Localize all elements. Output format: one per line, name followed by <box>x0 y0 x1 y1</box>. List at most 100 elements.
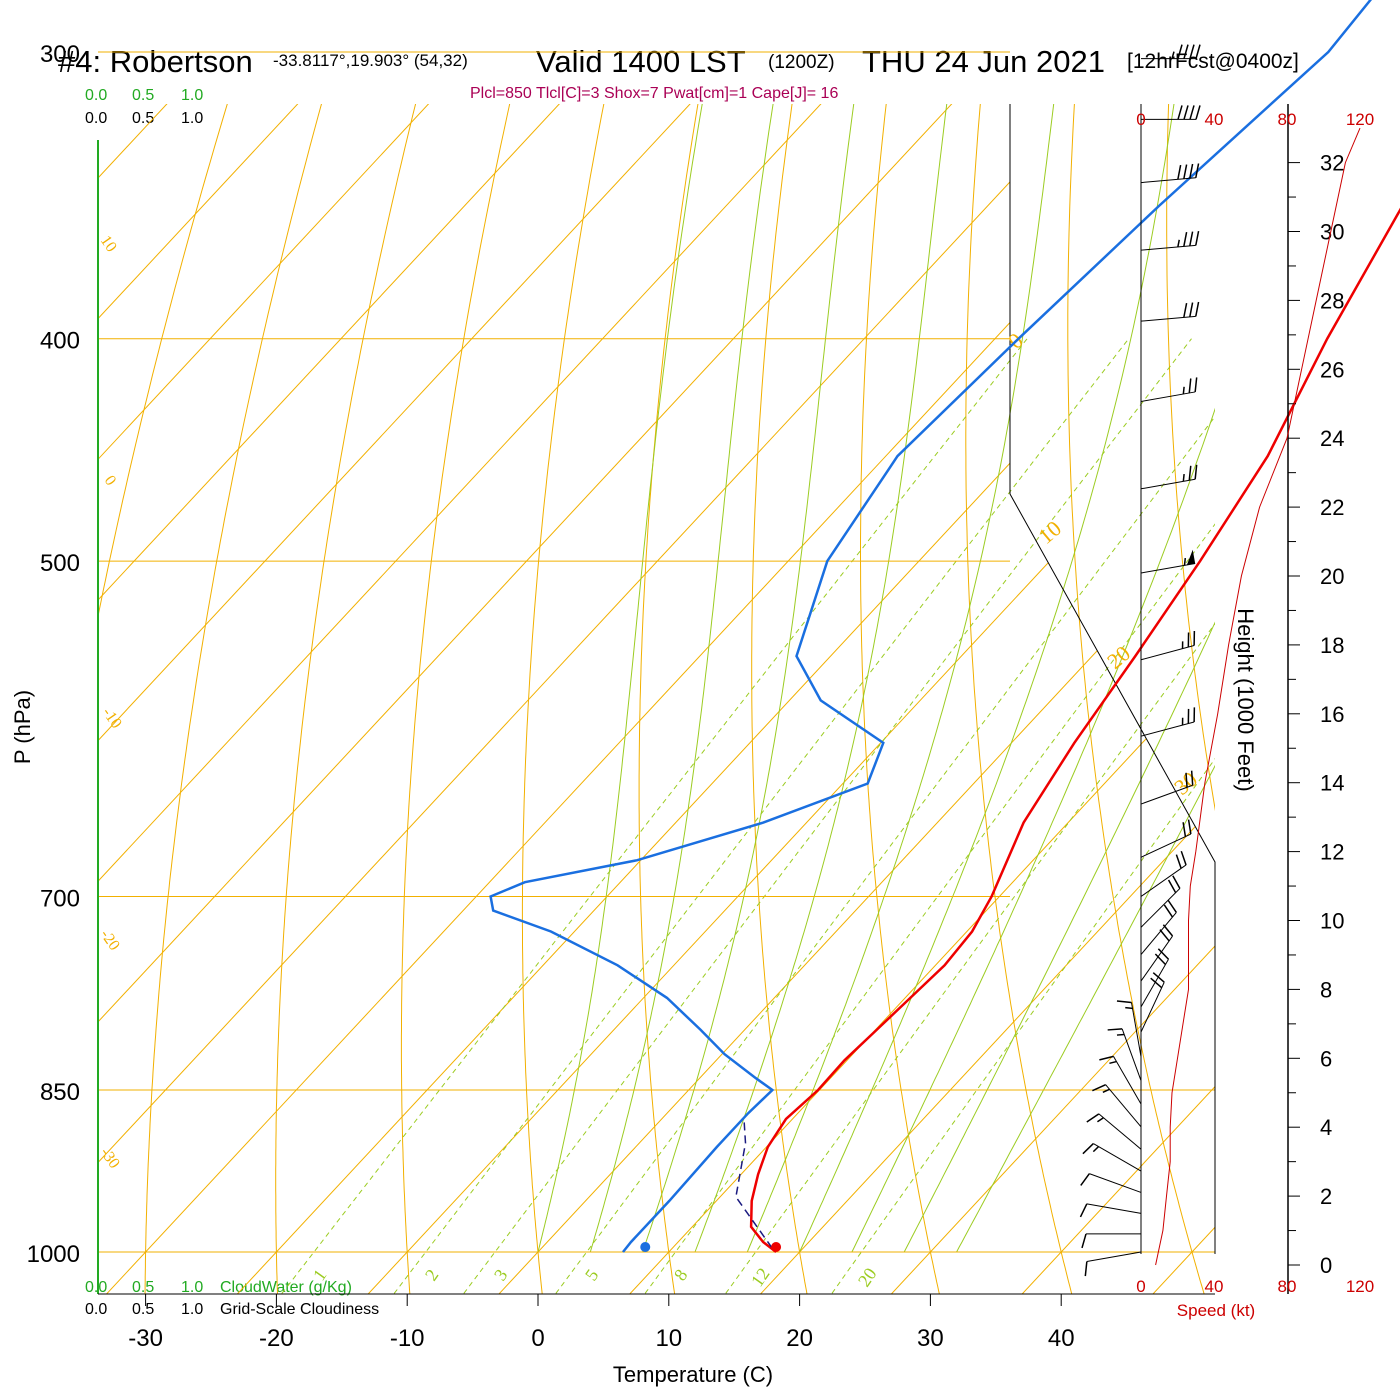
barb-flag <box>1183 232 1188 247</box>
barb-flag <box>1177 164 1182 180</box>
cloudiness-tick: 1.0 <box>181 1301 203 1318</box>
barb-flag <box>1167 879 1177 894</box>
barb-flag <box>1086 1113 1100 1123</box>
barb-flag <box>1092 1084 1106 1092</box>
speed-tick-top: 80 <box>1278 110 1297 129</box>
pressure-tick-label: 300 <box>40 41 80 68</box>
barb-flag <box>1182 822 1187 837</box>
isotherm-line <box>98 104 1115 1294</box>
barb-flag <box>1194 464 1198 480</box>
height-tick-label: 14 <box>1320 771 1344 796</box>
wind-barb <box>1140 948 1170 1008</box>
mixing-ratio-line <box>280 338 1028 1294</box>
barb-half-flag <box>1125 1006 1133 1010</box>
barb-flag <box>1107 1028 1123 1031</box>
isobars <box>98 51 1215 1253</box>
height-tick-label: 12 <box>1320 840 1344 865</box>
temperature-tick-label: 0 <box>531 1325 544 1352</box>
speed-axis-label: Speed (kt) <box>1177 1301 1255 1320</box>
wind-barb <box>1084 1251 1142 1277</box>
forecast-info: [12hrFcst@0400z] <box>1127 50 1299 73</box>
barb-flag <box>1189 231 1194 247</box>
wind-barb <box>1140 850 1187 897</box>
dry-adiabat-label: -30 <box>97 1145 123 1172</box>
barb-shaft <box>1130 1002 1142 1057</box>
cloudwater-tick: 1.0 <box>181 1279 203 1296</box>
speed-tick-top: 0 <box>1136 110 1145 129</box>
wind-barb <box>1079 1203 1142 1218</box>
wind-barb <box>1107 1028 1142 1081</box>
barb-flag <box>1189 302 1194 318</box>
height-tick-label: 20 <box>1320 564 1344 589</box>
wind-barb <box>1140 301 1200 322</box>
barb-flag <box>1152 972 1165 983</box>
barb-flag <box>1183 302 1188 318</box>
isotherm-line <box>98 104 1215 1294</box>
isotherm-line <box>466 104 1215 1294</box>
barb-flag <box>1175 854 1182 869</box>
moist-adiabat-line <box>537 104 703 1253</box>
dry-adiabat-line <box>638 104 699 1294</box>
speed-tick-bottom: 80 <box>1278 1277 1297 1296</box>
height-tick-label: 4 <box>1320 1115 1332 1140</box>
barb-flag <box>1183 105 1189 120</box>
dry-adiabat-line <box>860 104 940 1294</box>
stability-indices: Plcl=850 Tlcl[C]=3 Shox=7 Pwat[cm]=1 Cap… <box>470 85 838 102</box>
barb-pennant <box>1186 549 1196 565</box>
skewed-isotherms <box>98 104 1215 1294</box>
mixing-ratio-lines <box>280 338 1215 1294</box>
cloudiness-tick: 0.5 <box>132 110 154 127</box>
mixing-ratio-label: 3 <box>490 1265 512 1284</box>
height-tick-label: 16 <box>1320 702 1344 727</box>
barb-shaft <box>1140 959 1169 1008</box>
wind-barb <box>1140 230 1200 251</box>
cloudwater-tick: 0.5 <box>132 87 154 104</box>
barb-flag <box>1177 105 1183 120</box>
cloud-scale-bottom: 0.0 0.5 1.0 CloudWater (g/Kg) 0.0 0.5 1.… <box>85 1279 379 1318</box>
height-tick-label: 26 <box>1320 357 1344 382</box>
y-axis-label: P (hPa) <box>10 690 35 764</box>
wind-barb <box>1140 377 1198 402</box>
barb-shaft <box>1140 244 1196 251</box>
barb-half-flag <box>1171 51 1175 59</box>
wind-barb <box>1116 1000 1142 1057</box>
barb-flag <box>1167 899 1177 913</box>
dry-adiabat-line <box>1166 104 1215 812</box>
height-tick-label: 6 <box>1320 1046 1332 1071</box>
wind-barb <box>1081 1233 1141 1249</box>
wind-barb <box>1140 707 1196 737</box>
sounding-profiles <box>489 0 1400 1253</box>
isotherm-line <box>98 104 854 1294</box>
barb-half-flag <box>1183 558 1187 566</box>
cloudiness-tick: 0.0 <box>85 1301 107 1318</box>
height-tick-label: 22 <box>1320 495 1344 520</box>
wind-barb <box>1099 1055 1142 1105</box>
barb-flag <box>1177 44 1183 59</box>
wind-barb <box>1140 770 1194 805</box>
cloudwater-tick: 0.5 <box>132 1279 154 1296</box>
barb-half-flag <box>1109 1060 1117 1065</box>
barb-flag <box>1099 1055 1114 1061</box>
wind-barb <box>1140 924 1174 982</box>
dry-adiabat-label: -20 <box>97 927 123 954</box>
barb-flag <box>1116 1000 1132 1004</box>
isotherm-line <box>98 104 1215 1294</box>
mixing-ratio-label: 2 <box>421 1265 443 1284</box>
moist-adiabat-line <box>589 104 774 1253</box>
barb-flag <box>1154 953 1167 965</box>
barb-flag <box>1163 904 1174 918</box>
dry-adiabats <box>98 104 1215 1294</box>
wind-barb <box>1140 163 1200 184</box>
barb-shaft <box>1113 1056 1142 1105</box>
surface-temperature-dot <box>771 1242 782 1252</box>
barb-half-flag <box>1182 474 1185 482</box>
barb-flag <box>1189 105 1195 120</box>
moist-adiabat-line <box>642 104 855 1253</box>
barb-shaft <box>1140 784 1193 805</box>
dry-adiabat-label: 0 <box>101 473 120 489</box>
barb-shaft <box>1140 888 1181 928</box>
barb-flag <box>1157 948 1170 960</box>
x-axis-label: Temperature (C) <box>613 1362 773 1387</box>
barb-flag <box>1162 924 1174 937</box>
mixing-ratio-line <box>462 338 1192 1294</box>
